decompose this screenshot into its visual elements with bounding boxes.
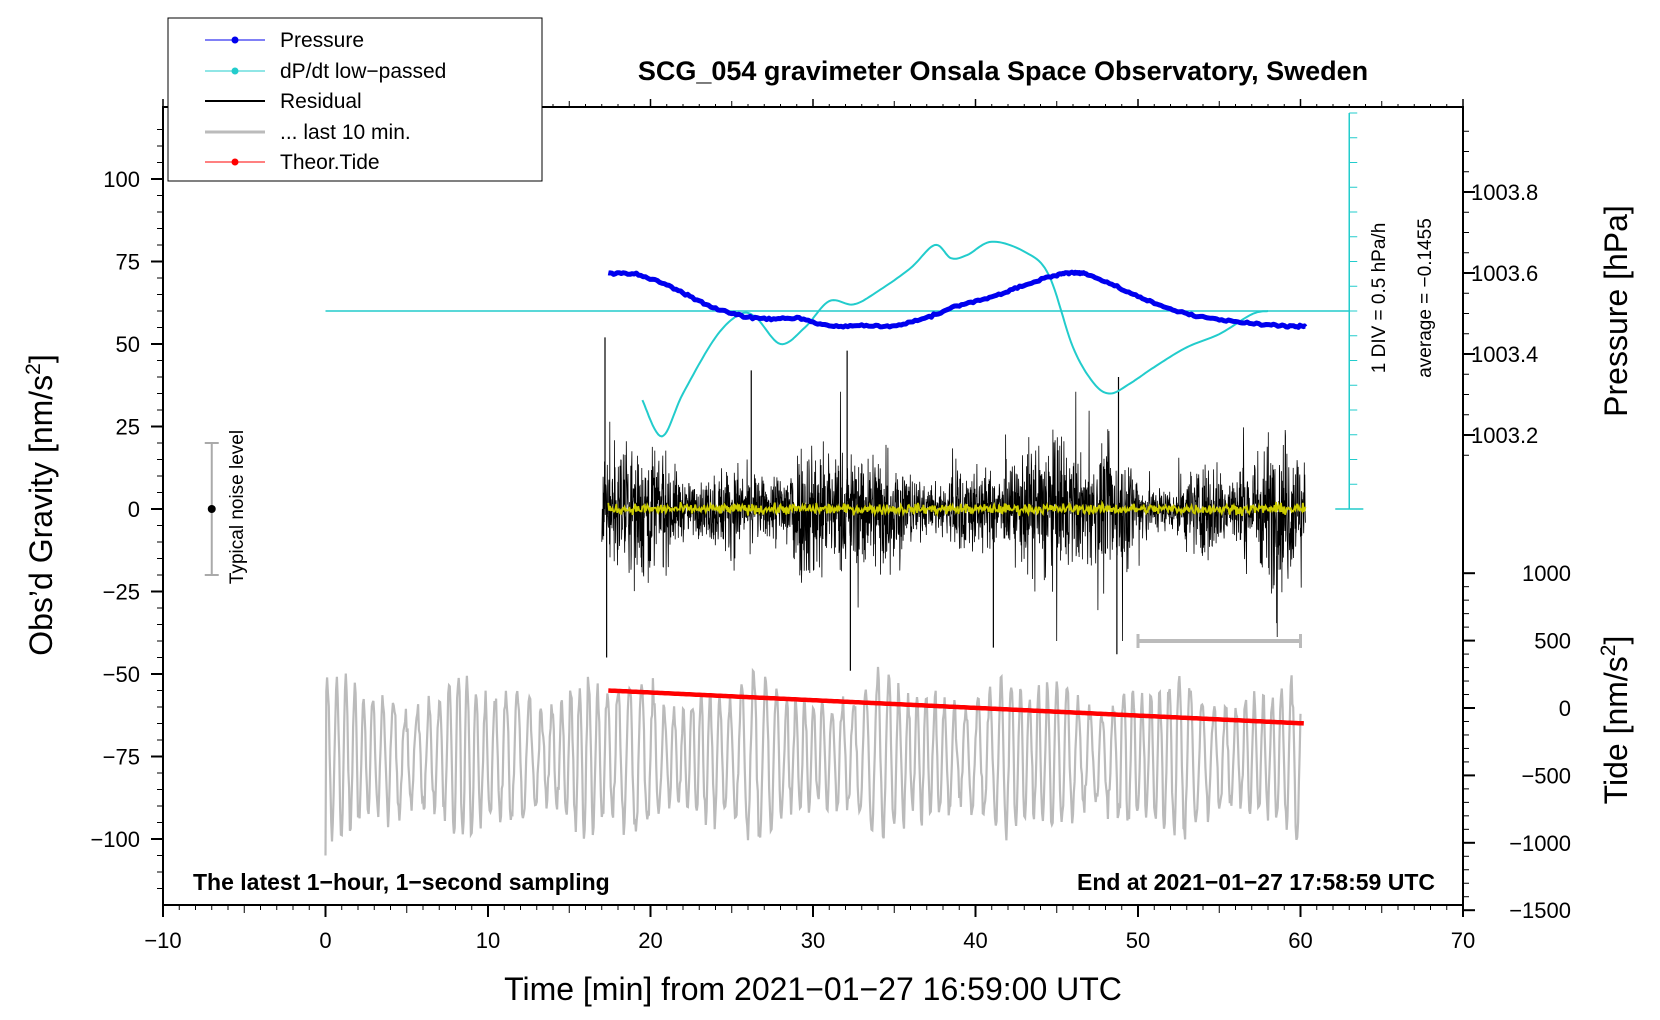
- tide-tick-label: 0: [1559, 696, 1571, 721]
- gravity-label-sup: 2: [22, 363, 45, 375]
- legend-label-last10: ... last 10 min.: [280, 121, 411, 144]
- x-tick-label: 50: [1126, 928, 1150, 953]
- y-axis-label-pressure: Pressure [hPa]: [1598, 205, 1634, 417]
- legend-box: [167, 17, 543, 182]
- series-group: [324, 240, 1350, 856]
- tide-label-main: Tide [nm/s: [1598, 656, 1634, 804]
- gravity-tick-label: 25: [116, 415, 140, 440]
- tide-tick-label: −500: [1521, 763, 1571, 788]
- gravity-tick-label: 0: [128, 497, 140, 522]
- x-tick-label: 70: [1451, 928, 1475, 953]
- legend-dot-tide: [231, 158, 239, 166]
- axis-ticks: −10 0 10 20 30 40 50 60 701007550250−25−50−75−10…: [90, 99, 1571, 953]
- tide-label-end: ]: [1598, 636, 1634, 645]
- x-tick-label: −10: [144, 928, 181, 953]
- chart-title: SCG_054 gravimeter Onsala Space Observat…: [638, 56, 1368, 86]
- noise-bar: [204, 442, 219, 576]
- gravity-tick-label: 75: [116, 250, 140, 275]
- gravity-label-main: Obs’d Gravity [nm/s: [23, 375, 59, 656]
- gravity-tick-label: −100: [90, 827, 140, 852]
- series-residual-mean: [607, 499, 1307, 518]
- legend-label-dpdt: dP/dt low−passed: [280, 60, 446, 83]
- y-axis-label-tide: Tide [nm/s2]: [1597, 636, 1634, 805]
- noise-center-dot: [207, 505, 216, 513]
- legend-label-residual: Residual: [280, 90, 362, 113]
- x-tick-label: 60: [1288, 928, 1312, 953]
- y-axis-label-gravity: Obs’d Gravity [nm/s2]: [22, 354, 59, 656]
- tide-label-sup: 2: [1597, 645, 1620, 657]
- gravity-tick-label: −75: [103, 745, 140, 770]
- legend-dot-pressure: [231, 36, 239, 44]
- series-last-10-min: [324, 666, 1302, 856]
- noise-label: Typical noise level: [227, 430, 248, 584]
- x-tick-label: 0: [319, 928, 331, 953]
- average-label: average = −0.1455: [1415, 218, 1436, 378]
- legend: Pressure dP/dt low−passed Residual ... l…: [167, 17, 543, 182]
- tide-tick-label: −1000: [1509, 831, 1571, 856]
- x-axis-label: Time [min] from 2021−01−27 16:59:00 UTC: [504, 971, 1122, 1007]
- pressure-tick-label: 1003.6: [1471, 261, 1538, 286]
- tide-tick-label: −1500: [1509, 898, 1571, 923]
- legend-label-pressure: Pressure: [280, 29, 364, 52]
- tide-tick-label: 500: [1534, 629, 1571, 654]
- x-tick-label: 30: [801, 928, 825, 953]
- legend-dot-dpdt: [231, 67, 239, 75]
- footer-left: The latest 1−hour, 1−second sampling: [193, 869, 610, 895]
- gravity-tick-label: 100: [103, 167, 140, 192]
- x-tick-label: 40: [963, 928, 987, 953]
- pressure-tick-label: 1003.8: [1471, 180, 1538, 205]
- series-pressure: [606, 269, 1308, 330]
- pressure-tick-label: 1003.2: [1471, 423, 1538, 448]
- x-tick-label: 20: [638, 928, 662, 953]
- series-residual: [601, 391, 1306, 642]
- series-dpdt: [641, 240, 1269, 438]
- gravity-label-end: ]: [23, 354, 59, 363]
- legend-label-tide: Theor.Tide: [280, 151, 380, 174]
- series-theor-tide: [608, 688, 1304, 726]
- gravity-tick-label: −25: [103, 580, 140, 605]
- x-tick-label: 10: [476, 928, 500, 953]
- pressure-tick-label: 1003.4: [1471, 342, 1538, 367]
- div-label: 1 DIV = 0.5 hPa/h: [1369, 223, 1390, 374]
- gravity-tick-label: 50: [116, 332, 140, 357]
- gravity-tick-label: −50: [103, 662, 140, 687]
- tide-tick-label: 1000: [1522, 561, 1571, 586]
- footer-right: End at 2021−01−27 17:58:59 UTC: [1077, 869, 1435, 895]
